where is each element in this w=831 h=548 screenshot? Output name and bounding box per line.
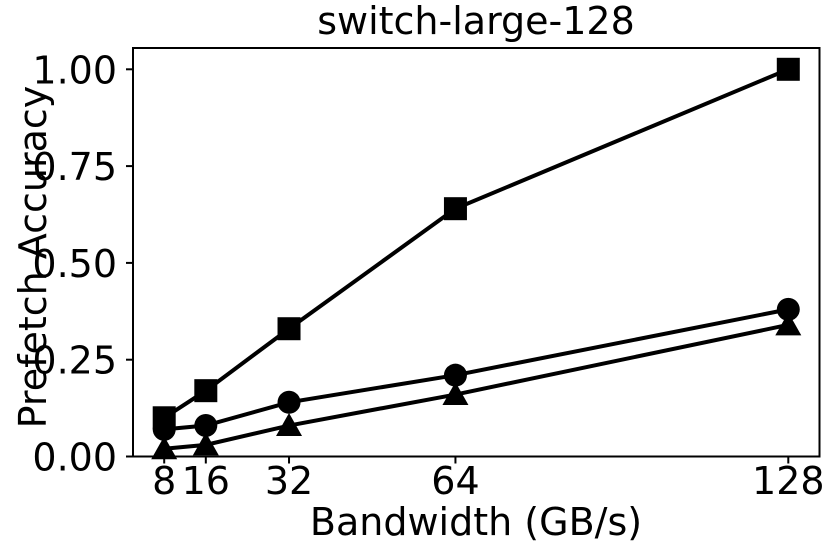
circle-marker [194,414,218,438]
triangle-marker [151,436,178,460]
series-square [152,57,800,430]
chart-title: switch-large-128 [317,0,635,43]
triangle-series-line [164,322,789,451]
y-tick-label: 0.75 [32,145,117,189]
triangle-marker [276,413,303,437]
circle-marker [277,390,301,414]
x-tick-label: 8 [152,459,176,503]
square-marker [194,379,218,403]
y-tick-label: 0.25 [32,339,117,383]
square-marker [776,57,800,81]
x-tick-label: 64 [431,459,479,503]
circle-marker [152,417,176,441]
circle-marker [776,297,800,321]
y-tick-label: 0.50 [32,242,117,286]
triangle-marker [192,432,219,456]
x-tick-label: 16 [182,459,230,503]
series-circle [152,297,800,441]
y-axis-ticks: 0.00 0.25 0.50 0.75 1.00 [32,48,133,480]
plot-frame [132,47,821,458]
triangle-marker [442,382,469,406]
square-marker [277,317,301,341]
x-tick-label: 32 [265,459,313,503]
y-tick-label: 0.00 [32,436,117,480]
x-axis-label: Bandwidth (GB/s) [310,500,642,544]
circle-series-line [164,307,789,432]
y-tick-label: 1.00 [32,48,117,92]
circle-marker [443,363,467,387]
x-tick-label: 128 [752,459,825,503]
x-axis-ticks: 8 16 32 64 128 [152,456,825,503]
series-triangle [151,312,802,460]
series-group [151,57,802,460]
y-axis-label: Prefetch Accuracy [11,86,55,429]
square-series-line [163,67,790,420]
square-marker [443,197,467,221]
triangle-marker [775,312,802,336]
